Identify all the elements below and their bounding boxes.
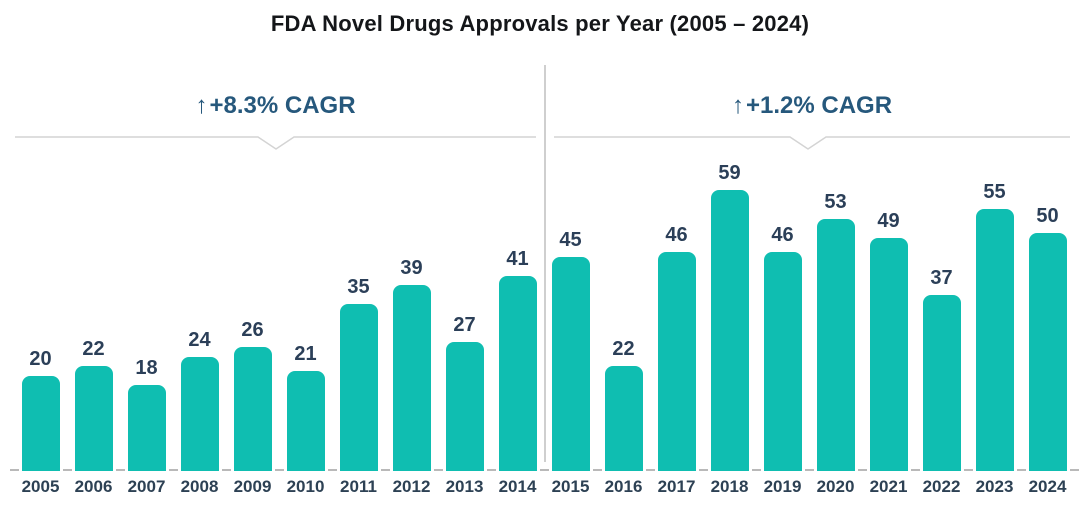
- axis-tick: [380, 469, 390, 471]
- bar-value-label-2005: 20: [29, 347, 52, 370]
- axis-tick: [62, 469, 72, 471]
- bar-2006: [74, 366, 113, 471]
- bar-value-label-2015: 45: [559, 228, 582, 251]
- cagr-annotation-left: ↑+8.3% CAGR: [15, 92, 536, 120]
- x-axis-label-2011: 2011: [340, 477, 377, 496]
- bar-value-label-2018: 59: [718, 162, 741, 185]
- bracket-right: [554, 136, 1070, 150]
- bar-2020: [816, 218, 855, 471]
- axis-tick: [221, 469, 231, 471]
- bar-value-label-2006: 22: [82, 338, 105, 361]
- bar-2024: [1028, 233, 1067, 471]
- bar-value-label-2020: 53: [824, 190, 847, 213]
- bar-2014: [498, 275, 537, 471]
- x-axis-label-2017: 2017: [657, 477, 696, 496]
- axis-tick: [910, 469, 920, 471]
- x-axis-label-2006: 2006: [74, 477, 113, 496]
- axis-tick: [9, 469, 19, 471]
- x-axis-label-2021: 2021: [869, 477, 908, 496]
- axis-tick: [1069, 469, 1079, 471]
- bar-value-label-2007: 18: [135, 357, 158, 380]
- bar-2016: [604, 366, 643, 471]
- bar-2019: [763, 252, 802, 471]
- bar-2012: [392, 285, 431, 471]
- bar-value-label-2021: 49: [877, 209, 900, 232]
- x-axis-label-2024: 2024: [1028, 477, 1067, 496]
- arrow-up-icon: ↑: [731, 92, 744, 119]
- x-axis-label-2007: 2007: [127, 477, 166, 496]
- bar-value-label-2014: 41: [506, 247, 529, 270]
- section-divider: [544, 65, 546, 462]
- bar-2013: [445, 342, 484, 471]
- x-axis-label-2008: 2008: [180, 477, 219, 496]
- x-axis-label-2014: 2014: [498, 477, 537, 496]
- bar-value-label-2016: 22: [612, 338, 635, 361]
- bar-value-label-2011: 35: [347, 276, 370, 299]
- bar-2022: [922, 294, 961, 471]
- x-axis-label-2020: 2020: [816, 477, 855, 496]
- cagr-left-label: +8.3% CAGR: [209, 92, 356, 119]
- bar-2023: [975, 209, 1014, 471]
- cagr-right-label: +1.2% CAGR: [745, 92, 893, 119]
- x-axis-label-2015: 2015: [551, 477, 590, 496]
- page-title: FDA Novel Drugs Approvals per Year (2005…: [270, 11, 810, 36]
- bar-2021: [869, 237, 908, 471]
- axis-tick: [804, 469, 814, 471]
- axis-tick: [168, 469, 178, 471]
- bar-2011: [339, 304, 378, 471]
- bar-value-label-2017: 46: [665, 224, 688, 247]
- bar-value-label-2009: 26: [241, 319, 264, 342]
- axis-tick: [1016, 469, 1026, 471]
- axis-tick: [592, 469, 602, 471]
- bracket-left: [15, 136, 536, 150]
- bar-2007: [127, 385, 166, 471]
- x-axis-label-2022: 2022: [922, 477, 961, 496]
- arrow-up-icon: ↑: [195, 92, 208, 119]
- bar-2008: [180, 356, 219, 471]
- bar-2017: [657, 252, 696, 471]
- x-axis-label-2019: 2019: [763, 477, 802, 496]
- x-axis-label-2005: 2005: [21, 477, 60, 496]
- axis-tick: [963, 469, 973, 471]
- bar-value-label-2012: 39: [400, 257, 423, 280]
- x-axis-label-2009: 2009: [233, 477, 272, 496]
- x-axis-label-2018: 2018: [710, 477, 749, 496]
- bar-value-label-2023: 55: [983, 181, 1006, 204]
- axis-tick: [433, 469, 443, 471]
- bar-value-label-2010: 21: [294, 343, 317, 366]
- axis-tick: [857, 469, 867, 471]
- cagr-annotation-right: ↑+1.2% CAGR: [554, 92, 1070, 120]
- x-axis-label-2013: 2013: [445, 477, 484, 496]
- x-axis-label-2012: 2012: [392, 477, 431, 496]
- bar-2015: [551, 256, 590, 471]
- bar-value-label-2022: 37: [930, 266, 953, 289]
- axis-tick: [645, 469, 655, 471]
- axis-tick: [539, 469, 549, 471]
- bar-2009: [233, 347, 272, 471]
- bar-value-label-2008: 24: [188, 328, 211, 351]
- axis-tick: [751, 469, 761, 471]
- bar-2010: [286, 371, 325, 471]
- axis-tick: [486, 469, 496, 471]
- axis-tick: [274, 469, 284, 471]
- x-axis-label-2023: 2023: [975, 477, 1014, 496]
- axis-tick: [327, 469, 337, 471]
- axis-tick: [698, 469, 708, 471]
- x-axis-label-2010: 2010: [286, 477, 325, 496]
- x-axis-label-2016: 2016: [604, 477, 643, 496]
- bar-value-label-2024: 50: [1036, 205, 1059, 227]
- bar-value-label-2019: 46: [771, 224, 794, 247]
- bar-value-label-2013: 27: [453, 314, 476, 337]
- bar-2005: [21, 375, 60, 471]
- axis-tick: [115, 469, 125, 471]
- bar-2018: [710, 190, 749, 471]
